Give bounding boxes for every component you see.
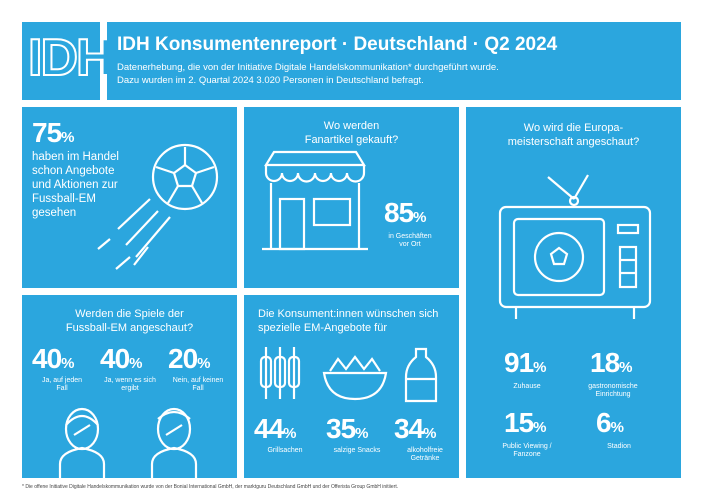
panel: Wo wird die Europa-meisterschaft angesch… (466, 107, 681, 478)
stat-label: Stadion (607, 443, 631, 450)
stat-value: 40% (100, 343, 143, 375)
stat-value: 6% (596, 407, 624, 439)
fans-icon (58, 407, 198, 478)
unit: % (61, 355, 75, 372)
unit: % (610, 419, 624, 436)
stat-label: Nein, auf keinen Fall (172, 377, 224, 392)
footnote: * Die offene Initiative Digitale Handels… (22, 484, 399, 490)
number: 85 (384, 197, 414, 228)
unit: % (355, 425, 369, 442)
stat-label: Ja, wenn es sich ergibt (104, 377, 156, 392)
stat-label: alkoholfreie Getränke (407, 447, 443, 462)
stat-label: gastronomische Einrichtung (588, 383, 638, 398)
football-icon (97, 143, 219, 270)
food-icons (259, 347, 438, 403)
unit: % (61, 129, 75, 146)
unit: % (283, 425, 297, 442)
panel-title: Wo wird die Europa- (523, 122, 624, 134)
unit: % (197, 355, 211, 372)
subtitle: Datenerhebung, die von der Initiative Di… (117, 62, 499, 73)
number: 6 (596, 407, 612, 438)
number: 40 (100, 343, 130, 374)
number: 40 (32, 343, 62, 374)
unit: % (533, 419, 547, 436)
panel-title: Fussball-EM angeschaut? (65, 322, 194, 334)
header-box: IDH Konsumentenreport · Deutschland · Q2… (107, 22, 681, 100)
number: 20 (168, 343, 198, 374)
number: 91 (504, 347, 534, 378)
panel-text: schon Angebote (32, 165, 115, 177)
stat-value: 35% (326, 413, 369, 445)
stat-value: 20% (168, 343, 211, 375)
stat-label: Grillsachen (267, 447, 303, 454)
panel-text: Fussball-EM (32, 193, 96, 205)
number: 44 (254, 413, 284, 444)
stat-label: salzige Snacks (333, 447, 381, 454)
stat-value: 40% (32, 343, 75, 375)
shop-icon (262, 150, 368, 251)
stat-value: 91% (504, 347, 547, 379)
panel-text: und Aktionen zur (32, 179, 118, 191)
stat-value: 34% (394, 413, 437, 445)
panel-title: Wo werden (323, 120, 380, 132)
panel-text: haben im Handel (32, 151, 119, 163)
subtitle: Dazu wurden im 2. Quartal 2024 3.020 Per… (117, 75, 424, 86)
unit: % (423, 425, 437, 442)
logo: IDH (27, 28, 115, 88)
panel-title: Werden die Spiele der (75, 308, 184, 320)
stat-value: 44% (254, 413, 297, 445)
stat-value: 18% (590, 347, 633, 379)
number: 75 (32, 117, 62, 148)
unit: % (533, 359, 547, 376)
unit: % (129, 355, 143, 372)
stat-value: 75% (32, 117, 75, 149)
unit: % (619, 359, 633, 376)
unit: % (413, 209, 427, 226)
stat-value: 85% (384, 197, 427, 229)
title: IDH Konsumentenreport · Deutschland · Q2… (117, 34, 558, 55)
number: 34 (394, 413, 424, 444)
number: 35 (326, 413, 356, 444)
stat-label: Ja, auf jeden Fall (41, 377, 83, 392)
number: 15 (504, 407, 534, 438)
panel-text: gesehen (32, 207, 77, 219)
panel-title: spezielle EM-Angebote für (258, 322, 388, 334)
logo-box: IDH (22, 22, 115, 100)
panel: Werden die Spiele der Fussball-EM angesch… (22, 295, 237, 478)
number: 18 (590, 347, 620, 378)
stat-value: 15% (504, 407, 547, 439)
stat-label: Zuhause (513, 383, 541, 390)
panel-title: Fanartikel gekauft? (304, 134, 399, 146)
panel: 75% haben im Handel schon Angebote und Akti… (22, 107, 237, 288)
stat-label: Public Viewing / Fanzone (502, 443, 552, 458)
panel-title: meisterschaft angeschaut? (507, 136, 640, 148)
stat-label: in Geschäften vor Ort (388, 233, 432, 248)
panel: Wo werden Fanartikel gekauft? 85% in Geschä… (244, 107, 459, 288)
tv-icon (498, 174, 652, 319)
panel: Die Konsument:innen wünschen sich speziel… (244, 295, 459, 478)
panel-title: Die Konsument:innen wünschen sich (258, 308, 439, 320)
